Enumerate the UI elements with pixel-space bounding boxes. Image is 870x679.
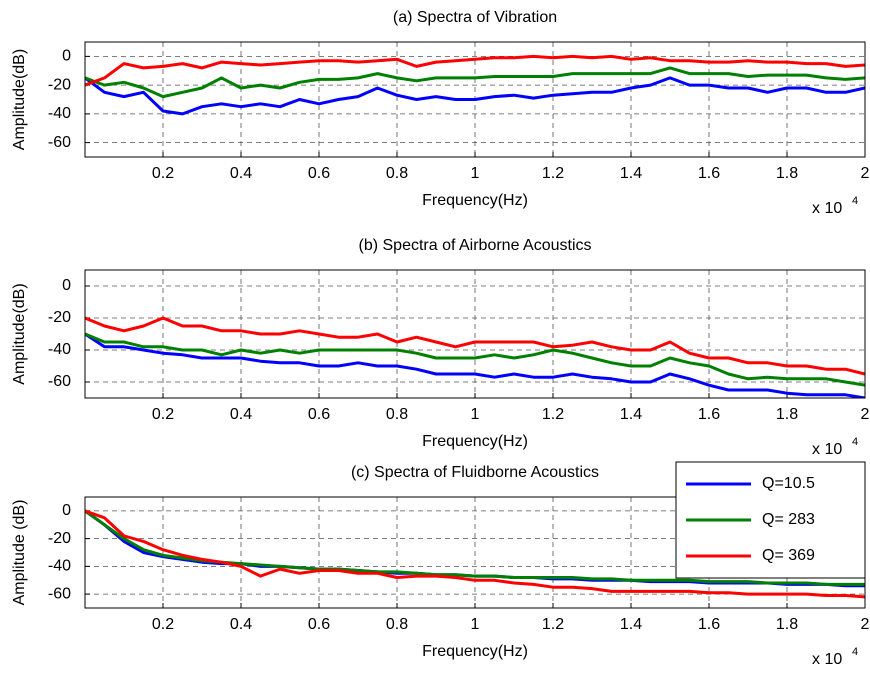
subplot-title: (c) Spectra of Fluidborne Acoustics	[351, 464, 599, 481]
y-tick-label: 0	[62, 48, 71, 65]
x-axis-label: Frequency(Hz)	[422, 433, 528, 450]
series-line	[85, 54, 865, 87]
x-tick-label: 1.6	[698, 165, 720, 182]
y-axis-label: Amplitude(dB)	[11, 283, 28, 384]
x-tick-label: 1	[471, 406, 480, 423]
x-tick-label: 0.8	[386, 406, 408, 423]
y-tick-label: 0	[62, 502, 71, 519]
y-tick-label: -40	[48, 341, 71, 358]
y-axis-label: Amplitude(dB)	[11, 49, 28, 150]
legend-box	[675, 461, 866, 579]
axes-frame	[84, 41, 866, 158]
x-axis-label: Frequency(Hz)	[422, 192, 528, 209]
x-tick-label: 1.2	[542, 406, 564, 423]
x-tick-label: 0.6	[308, 406, 330, 423]
y-tick-label: -40	[48, 105, 71, 122]
x-tick-label: 0.8	[386, 616, 408, 633]
legend-label: Q=10.5	[762, 475, 815, 492]
x-tick-label: 0.6	[308, 616, 330, 633]
x-axis-label: Frequency(Hz)	[422, 643, 528, 660]
y-tick-label: -20	[48, 530, 71, 547]
subplot-title: (a) Spectra of Vibration	[393, 9, 557, 26]
x-tick-label: 1.2	[542, 165, 564, 182]
x-tick-label: 0.4	[230, 165, 252, 182]
x-tick-label: 2	[861, 616, 870, 633]
series-line	[85, 66, 865, 99]
x-scale-base: x 10	[812, 441, 842, 458]
plot-lines	[85, 316, 865, 398]
series-line	[85, 509, 865, 599]
axes-frame	[84, 269, 866, 399]
legend-label: Q= 283	[762, 511, 815, 528]
x-tick-label: 1.2	[542, 616, 564, 633]
x-tick-label: 0.2	[152, 165, 174, 182]
x-tick-label: 0.8	[386, 165, 408, 182]
x-tick-label: 0.2	[152, 406, 174, 423]
x-tick-label: 1.6	[698, 406, 720, 423]
x-tick-label: 2	[861, 406, 870, 423]
x-tick-label: 1	[471, 165, 480, 182]
series-line	[85, 332, 865, 387]
x-scale-exponent: 4	[852, 436, 858, 448]
subplot-title: (b) Spectra of Airborne Acoustics	[359, 237, 592, 254]
x-tick-label: 1	[471, 616, 480, 633]
x-tick-label: 0.4	[230, 616, 252, 633]
x-tick-label: 1.6	[698, 616, 720, 633]
x-tick-label: 1.8	[776, 406, 798, 423]
series-line	[85, 76, 865, 116]
x-tick-label: 0.6	[308, 165, 330, 182]
x-tick-label: 2	[861, 165, 870, 182]
plot-lines	[85, 509, 865, 599]
series-line	[85, 332, 865, 398]
x-tick-label: 0.2	[152, 616, 174, 633]
x-tick-label: 1.4	[620, 616, 642, 633]
y-tick-label: -60	[48, 373, 71, 390]
y-tick-label: -20	[48, 76, 71, 93]
x-tick-label: 0.4	[230, 406, 252, 423]
y-tick-label: 0	[62, 277, 71, 294]
plot-lines	[85, 54, 865, 116]
y-axis-label: Amplitude (dB)	[11, 500, 28, 606]
x-tick-label: 1.8	[776, 616, 798, 633]
y-tick-label: -60	[48, 585, 71, 602]
x-scale-exponent: 4	[852, 195, 858, 207]
series-line	[85, 316, 865, 376]
y-tick-label: -20	[48, 309, 71, 326]
x-tick-label: 1.4	[620, 406, 642, 423]
x-scale-exponent: 4	[852, 646, 858, 658]
legend-label: Q= 369	[762, 547, 815, 564]
y-tick-label: -40	[48, 558, 71, 575]
y-tick-label: -60	[48, 134, 71, 151]
x-scale-base: x 10	[812, 651, 842, 668]
x-scale-base: x 10	[812, 200, 842, 217]
x-tick-label: 1.8	[776, 165, 798, 182]
x-tick-label: 1.4	[620, 165, 642, 182]
